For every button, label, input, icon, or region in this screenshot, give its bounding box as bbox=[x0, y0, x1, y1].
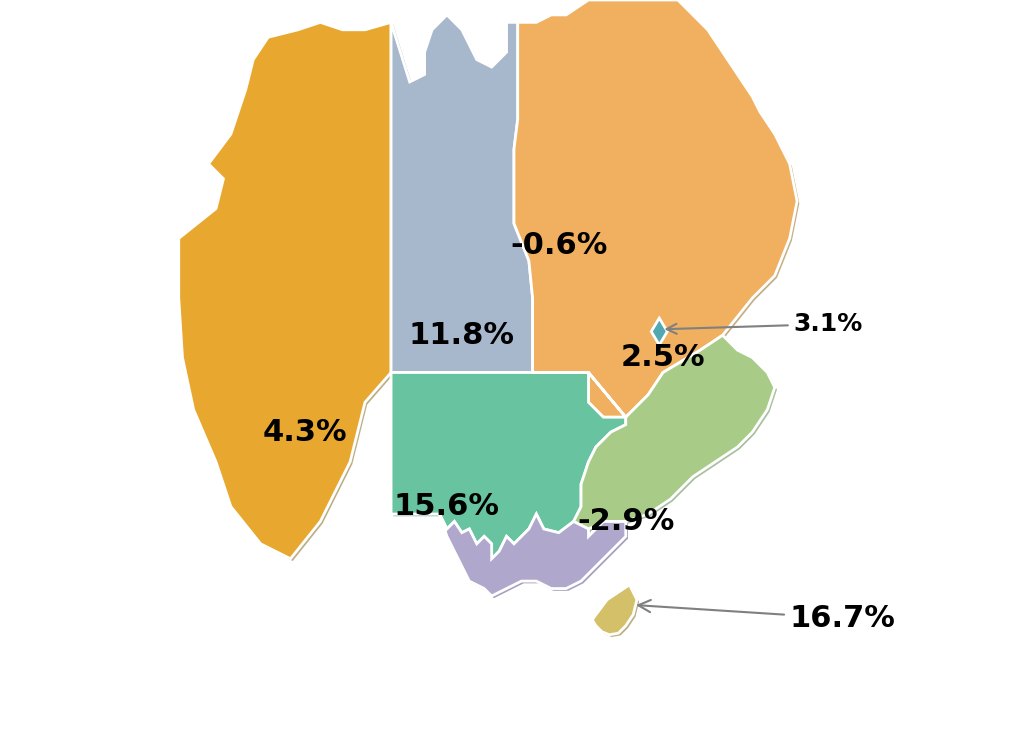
Polygon shape bbox=[533, 335, 775, 529]
Polygon shape bbox=[391, 372, 626, 559]
Text: 16.7%: 16.7% bbox=[638, 600, 895, 633]
Polygon shape bbox=[594, 587, 639, 637]
Polygon shape bbox=[535, 337, 777, 531]
Text: 11.8%: 11.8% bbox=[409, 321, 515, 349]
Text: 2.5%: 2.5% bbox=[621, 343, 705, 372]
Polygon shape bbox=[516, 2, 800, 419]
Polygon shape bbox=[394, 375, 628, 561]
Text: 4.3%: 4.3% bbox=[263, 418, 347, 446]
Polygon shape bbox=[514, 0, 797, 417]
Text: -0.6%: -0.6% bbox=[510, 232, 608, 260]
Polygon shape bbox=[440, 514, 626, 596]
Polygon shape bbox=[592, 585, 637, 635]
Polygon shape bbox=[394, 17, 535, 375]
Text: -2.9%: -2.9% bbox=[577, 507, 674, 536]
Polygon shape bbox=[651, 318, 667, 345]
Text: 15.6%: 15.6% bbox=[394, 492, 500, 521]
Polygon shape bbox=[391, 15, 533, 372]
Polygon shape bbox=[442, 516, 628, 598]
Polygon shape bbox=[179, 22, 391, 559]
Polygon shape bbox=[653, 319, 668, 346]
Polygon shape bbox=[181, 25, 394, 561]
Text: 3.1%: 3.1% bbox=[666, 312, 862, 336]
